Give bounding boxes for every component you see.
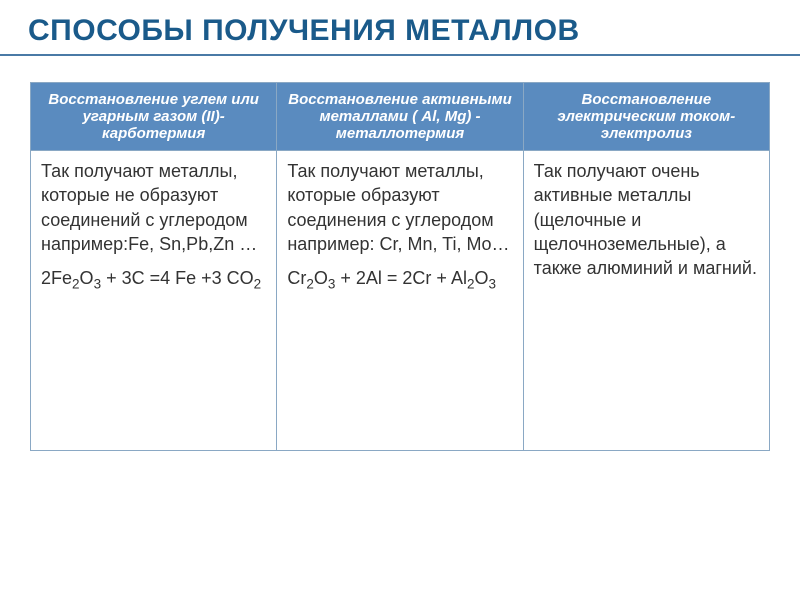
column-header-1: Восстановление активными металлами ( Al,… <box>277 83 523 151</box>
cell-paragraph: Так получают металлы, которые образуют с… <box>287 159 512 256</box>
table-cell-0-0: Так получают металлы, которые не образую… <box>31 151 277 451</box>
table-container: Восстановление углем или угарным газом (… <box>0 56 800 461</box>
header-row: Восстановление углем или угарным газом (… <box>31 83 770 151</box>
column-header-2: Восстановление электрическим током- элек… <box>523 83 769 151</box>
title-bar: Способы получения металлов <box>0 0 800 56</box>
cell-body: Так получают металлы, которые не образую… <box>41 159 266 294</box>
table-row: Так получают металлы, которые не образую… <box>31 151 770 451</box>
column-header-0: Восстановление углем или угарным газом (… <box>31 83 277 151</box>
cell-paragraph: 2Fe2O3 + 3C =4 Fe +3 CO2 <box>41 266 266 294</box>
table-head: Восстановление углем или угарным газом (… <box>31 83 770 151</box>
methods-table: Восстановление углем или угарным газом (… <box>30 82 770 451</box>
cell-paragraph: Так получают металлы, которые не образую… <box>41 159 266 256</box>
table-body: Так получают металлы, которые не образую… <box>31 151 770 451</box>
cell-body: Так получают металлы, которые образуют с… <box>287 159 512 294</box>
cell-paragraph: Так получают очень активные металлы (щел… <box>534 159 759 280</box>
cell-paragraph: Cr2O3 + 2Al = 2Cr + Al2O3 <box>287 266 512 294</box>
page-title: Способы получения металлов <box>28 14 772 48</box>
table-cell-0-2: Так получают очень активные металлы (щел… <box>523 151 769 451</box>
table-cell-0-1: Так получают металлы, которые образуют с… <box>277 151 523 451</box>
cell-body: Так получают очень активные металлы (щел… <box>534 159 759 280</box>
